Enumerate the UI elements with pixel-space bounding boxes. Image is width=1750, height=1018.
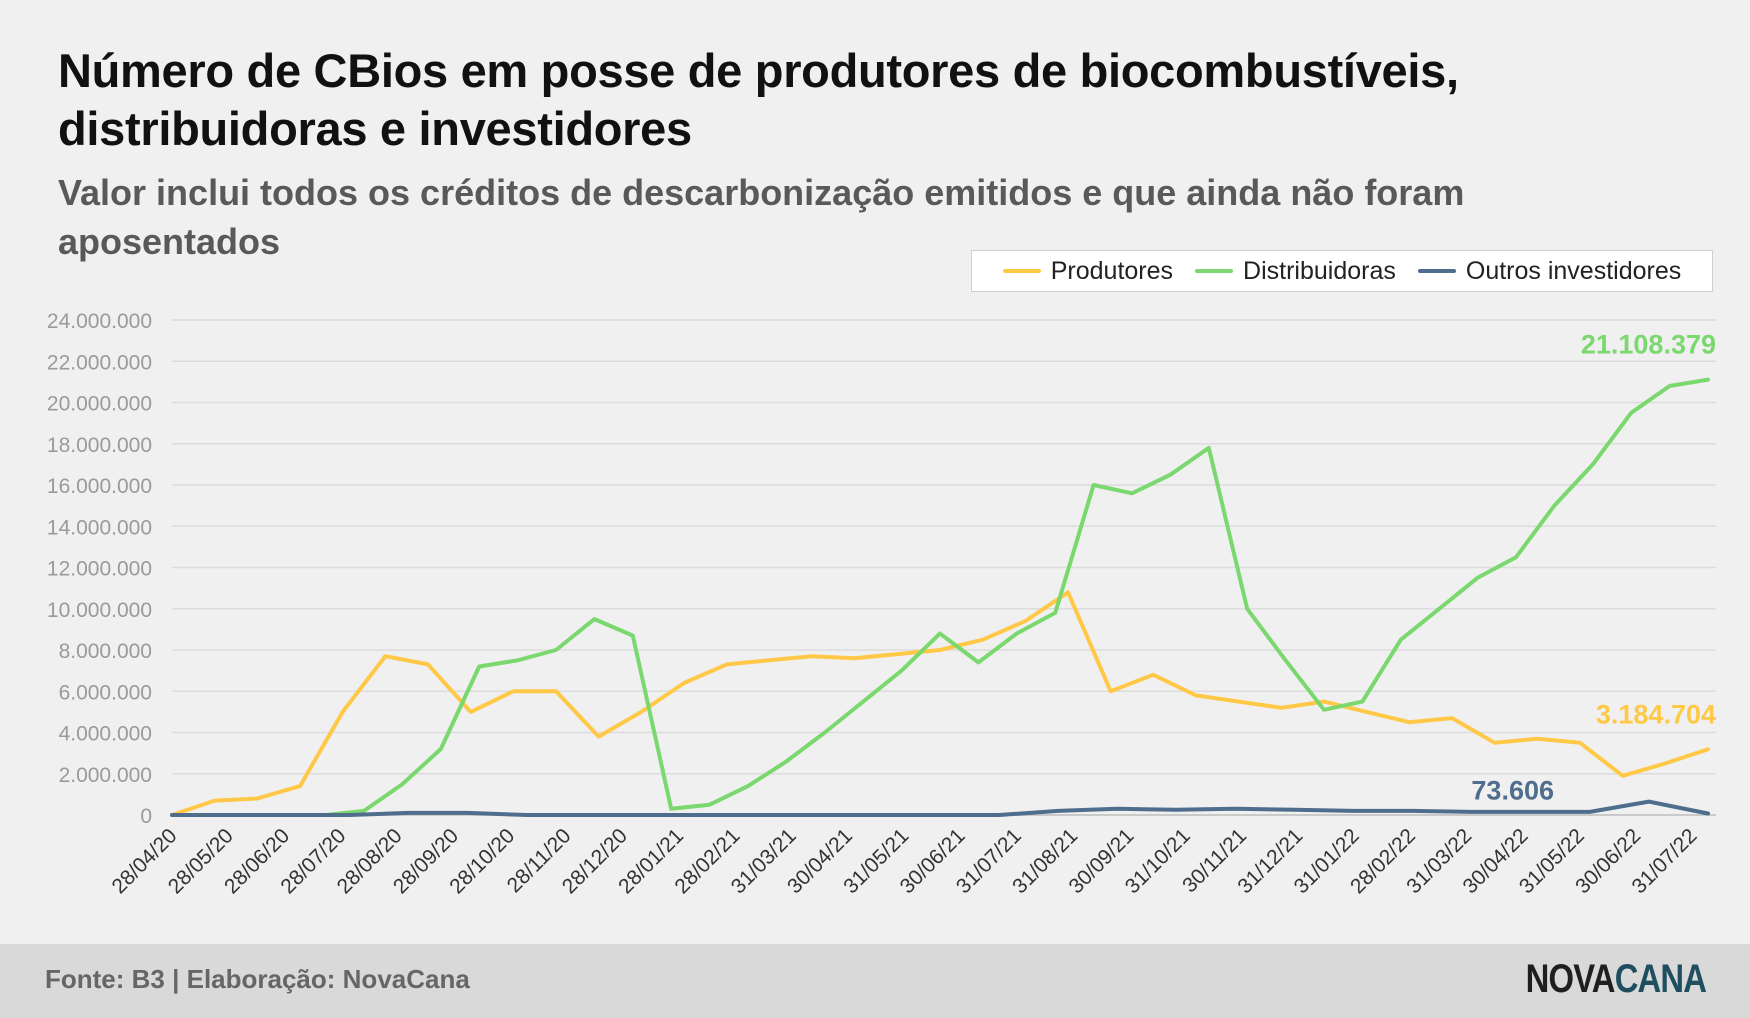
chart-subtitle: Valor inclui todos os créditos de descar… [58,172,1465,262]
y-tick-label: 0 [140,805,152,828]
legend-label-distribuidoras: Distribuidoras [1243,256,1396,285]
legend-swatch-outros [1417,269,1456,273]
y-tick-label: 4.000.000 [59,723,152,746]
legend-label-produtores: Produtores [1050,256,1174,285]
y-tick-label: 2.000.000 [59,764,152,787]
novacana-logo: NOVACANA [1525,957,1706,1001]
legend-item-produtores: Produtores [1002,256,1174,286]
y-tick-label: 12.000.000 [47,558,152,581]
y-tick-label: 10.000.000 [47,599,152,622]
chart-title: Número de CBios em posse de produtores d… [58,44,1459,155]
y-tick-label: 22.000.000 [47,351,152,374]
source-note: Fonte: B3 | Elaboração: NovaCana [45,964,470,994]
y-tick-label: 20.000.000 [47,393,152,416]
series-line-1 [170,377,1710,817]
legend-item-outros: Outros investidores [1417,256,1682,286]
y-tick-label: 8.000.000 [59,640,152,663]
end-value-label: 3.184.704 [1596,699,1716,729]
end-value-label: 73.606 [1471,775,1554,805]
line-chart: 0 2.000.000 4.000.000 6.000.000 8.000.000 10.… [47,310,1716,898]
y-tick-label: 14.000.000 [47,516,152,539]
y-tick-label: 18.000.000 [47,434,152,457]
series-line-0 [170,590,1710,817]
legend-swatch-distribuidoras [1195,269,1234,273]
end-value-label: 21.108.379 [1581,330,1716,360]
legend-item-distribuidoras: Distribuidoras [1195,257,1396,286]
y-tick-label: 24.000.000 [47,310,152,333]
legend-swatch-produtores [1002,269,1041,273]
legend-label-outros: Outros investidores [1465,256,1682,285]
chart-legend: Produtores Distribuidoras Outros investi… [971,250,1713,292]
y-tick-label: 6.000.000 [59,681,152,704]
footer: Fonte: B3 | Elaboração: NovaCana NOVACAN… [0,944,1750,1018]
series-line-2 [170,799,1710,817]
y-tick-label: 16.000.000 [47,475,152,498]
